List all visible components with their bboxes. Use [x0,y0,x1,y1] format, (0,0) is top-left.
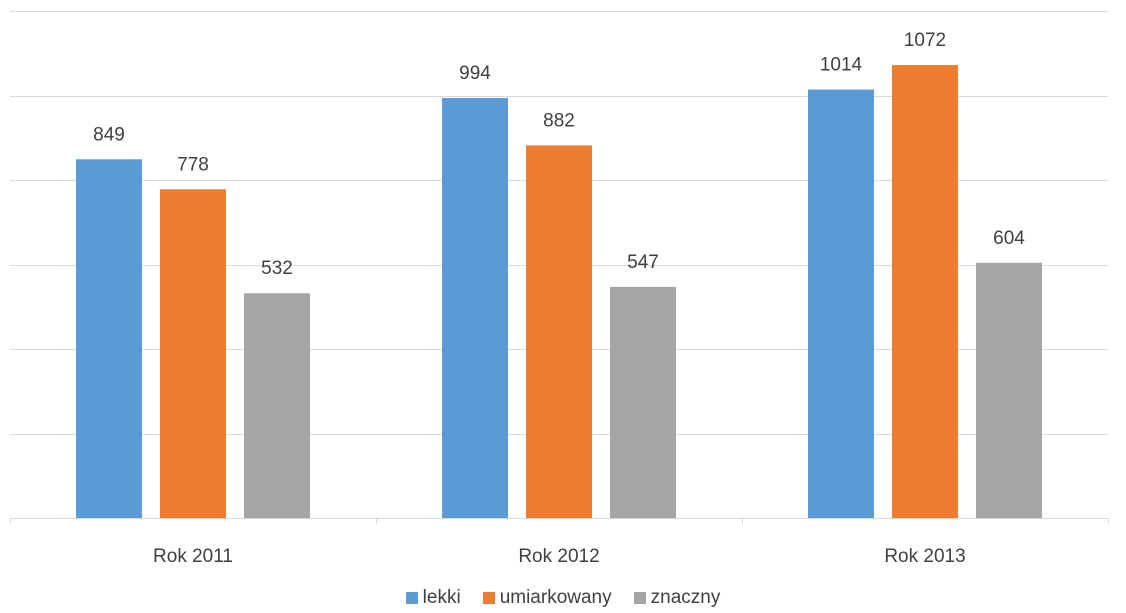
data-label-lekki-2: 1014 [820,55,863,76]
legend-swatch-znaczny [633,592,646,604]
x-tick-label-1: Rok 2012 [518,546,599,567]
x-tick-label-0: Rok 2011 [153,546,233,567]
x-tick-labels: Rok 2011 Rok 2012 Rok 2013 [153,546,966,567]
data-labels: 849 778 532 994 882 547 1014 1072 604 [93,30,1025,279]
legend-label-lekki: lekki [422,587,461,608]
data-label-umiarkowany-0: 778 [177,154,209,175]
bar-umiarkowany-1 [526,145,592,519]
data-label-znaczny-0: 532 [261,258,293,279]
bar-znaczny-2 [976,262,1042,518]
legend-label-umiarkowany: umiarkowany [499,587,612,608]
data-label-znaczny-2: 604 [993,228,1025,249]
legend-item-lekki: lekki [405,586,461,610]
legend-swatch-lekki [405,592,418,604]
legend-label-znaczny: znaczny [650,587,721,608]
x-tick-label-2: Rok 2013 [884,546,965,567]
x-axis [10,518,1109,524]
legend-item-umiarkowany: umiarkowany [482,586,612,610]
bar-lekki-0 [76,159,142,519]
bar-lekki-1 [442,98,508,518]
data-label-umiarkowany-2: 1072 [904,30,946,51]
bar-znaczny-0 [244,293,310,518]
data-label-znaczny-1: 547 [627,252,659,273]
bar-znaczny-1 [610,286,676,518]
data-label-lekki-1: 994 [459,63,491,84]
legend-swatch-umiarkowany [482,592,495,604]
bar-lekki-2 [808,89,874,519]
data-label-lekki-0: 849 [93,124,125,145]
bar-umiarkowany-2 [892,65,958,518]
legend-item-znaczny: znaczny [633,586,721,610]
legend: lekki umiarkowany znaczny [0,586,1126,610]
bar-umiarkowany-0 [160,189,226,519]
data-label-umiarkowany-1: 882 [543,110,575,131]
bars [76,65,1042,519]
